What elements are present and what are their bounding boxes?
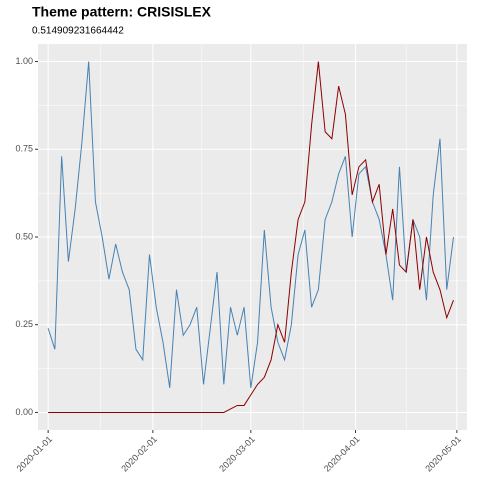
x-tick-label: 2020-04-01 — [322, 434, 362, 474]
data-line — [48, 61, 454, 413]
y-tick-label: 0.25 — [15, 319, 33, 329]
x-tick-label: 2020-01-01 — [15, 434, 55, 474]
y-tick-label: 1.00 — [15, 56, 33, 66]
x-tick-label: 2020-02-01 — [119, 434, 159, 474]
x-tick-label: 2020-03-01 — [217, 434, 257, 474]
chart-title: Theme pattern: CRISISLEX — [32, 4, 212, 20]
y-tick-label: 0.75 — [15, 144, 33, 154]
chart-subtitle: 0.514909231664442 — [32, 26, 124, 37]
y-tick-label: 0.50 — [15, 231, 33, 241]
y-tick-label: 0.00 — [15, 407, 33, 417]
x-tick-label: 2020-05-01 — [423, 434, 463, 474]
